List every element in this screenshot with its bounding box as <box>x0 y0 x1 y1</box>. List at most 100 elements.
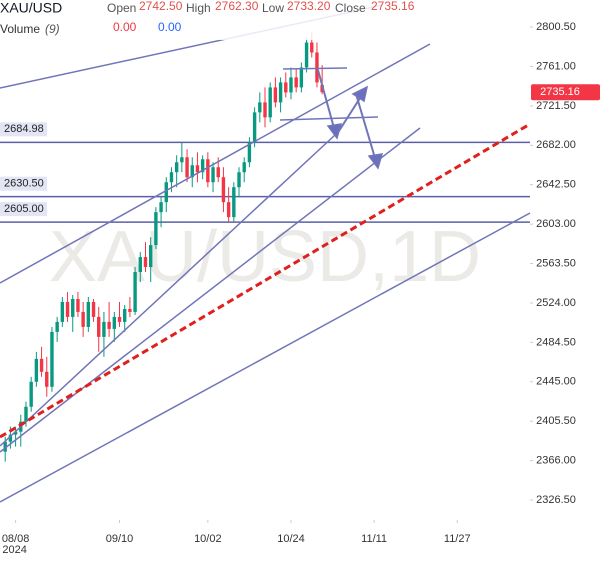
y-tick-label: 2524.00 <box>536 297 576 309</box>
price-tag <box>531 84 600 101</box>
candle-body <box>29 381 33 407</box>
channel-line <box>0 134 336 447</box>
y-tick-label: 2405.50 <box>536 415 576 427</box>
candle-body <box>190 165 194 178</box>
header-value: 2742.50 <box>139 0 183 13</box>
y-tick-label: 2642.50 <box>536 179 576 191</box>
level-label: 2630.50 <box>4 178 44 190</box>
arrowhead <box>367 153 384 170</box>
candle-body <box>86 301 91 327</box>
header-value: 2735.16 <box>371 0 415 13</box>
header-value: 2762.30 <box>215 0 259 13</box>
candle-body <box>71 298 75 317</box>
header-name: Low <box>262 1 284 15</box>
candle-body <box>174 162 179 173</box>
candle-body <box>206 159 210 183</box>
y-tick-label: 2682.00 <box>536 139 576 151</box>
candle-body <box>247 142 252 163</box>
candle-body <box>24 406 28 422</box>
candle-body <box>200 159 205 173</box>
candle-body <box>180 157 184 163</box>
candle-body <box>3 441 7 452</box>
candle-body <box>91 301 96 317</box>
candle-body <box>34 358 39 382</box>
candle-body <box>289 77 293 93</box>
y-tick-label: 2366.00 <box>536 455 576 467</box>
indicator-params: (9) <box>45 22 60 36</box>
candle-body <box>55 321 59 332</box>
candle-body <box>237 172 241 188</box>
candle-body <box>268 87 272 118</box>
candle-body <box>39 358 44 372</box>
candle-body <box>117 316 122 322</box>
candle-body <box>195 165 200 173</box>
arrow <box>317 69 335 129</box>
watermark: XAU/USD,1D <box>49 217 481 297</box>
arrowhead <box>351 85 369 103</box>
candle-body <box>232 187 236 218</box>
candle-body <box>252 112 257 143</box>
x-tick-label: 11/27 <box>444 533 471 545</box>
candle-body <box>143 257 148 268</box>
candle-body <box>159 202 163 213</box>
header-bg <box>0 0 400 40</box>
candle-body <box>258 102 262 113</box>
title: XAU/USD <box>0 0 62 16</box>
candle-body <box>8 434 13 442</box>
header-name: High <box>186 1 211 15</box>
y-tick-label: 2445.00 <box>536 376 576 388</box>
range-line <box>282 67 348 70</box>
x-tick-label: 10/02 <box>194 533 222 545</box>
indicator-value: 0.00 <box>113 20 137 34</box>
candle-body <box>221 177 226 203</box>
candle-body <box>310 42 314 53</box>
channel-line <box>0 127 421 453</box>
level-label: 2684.98 <box>4 123 44 135</box>
x-tick-label: 11/11 <box>361 533 387 545</box>
level-label-bg <box>0 176 47 191</box>
candle-body <box>211 167 215 183</box>
candle-body <box>263 102 267 118</box>
candle-body <box>107 321 111 329</box>
candle-body <box>97 316 101 337</box>
candle-body <box>148 245 153 268</box>
arrow <box>355 93 376 159</box>
level-label-bg <box>0 122 47 137</box>
candle-body <box>154 212 158 246</box>
candle-body <box>242 162 246 173</box>
candle-body <box>315 52 319 83</box>
candle-body <box>123 308 127 322</box>
indicator-name: Volume <box>0 22 40 36</box>
level-label-bg <box>0 202 47 217</box>
header-value: 2733.20 <box>287 0 331 13</box>
candle-body <box>273 87 278 103</box>
x-tick-label: 08/08 <box>2 533 30 545</box>
drawings <box>0 4 531 503</box>
y-tick-label: 2761.00 <box>536 60 576 72</box>
candle-body <box>133 272 137 312</box>
candle-body <box>216 167 220 178</box>
candle-body <box>13 431 18 435</box>
x-tick-label: 10/24 <box>277 533 305 545</box>
channel-line <box>0 43 431 284</box>
y-tick-label: 2603.00 <box>536 218 576 230</box>
trend-line <box>0 122 531 439</box>
candle-body <box>226 202 231 218</box>
candle-body <box>185 157 189 178</box>
header-name: Close <box>335 1 366 15</box>
channel-line <box>0 212 531 503</box>
header-name: Open <box>107 1 136 15</box>
level-label: 2605.00 <box>4 203 44 215</box>
x-tick-label: 09/10 <box>106 533 134 545</box>
y-tick-label: 2563.50 <box>536 257 576 269</box>
candle-body <box>304 42 309 68</box>
y-tick-label: 2326.50 <box>536 494 576 506</box>
candle-body <box>81 311 85 327</box>
candle-body <box>138 257 142 273</box>
candle-body <box>169 172 174 183</box>
candle-body <box>76 298 80 312</box>
y-tick-label: 2800.50 <box>536 21 576 33</box>
candle-body <box>278 82 283 103</box>
candle-body <box>112 316 117 329</box>
